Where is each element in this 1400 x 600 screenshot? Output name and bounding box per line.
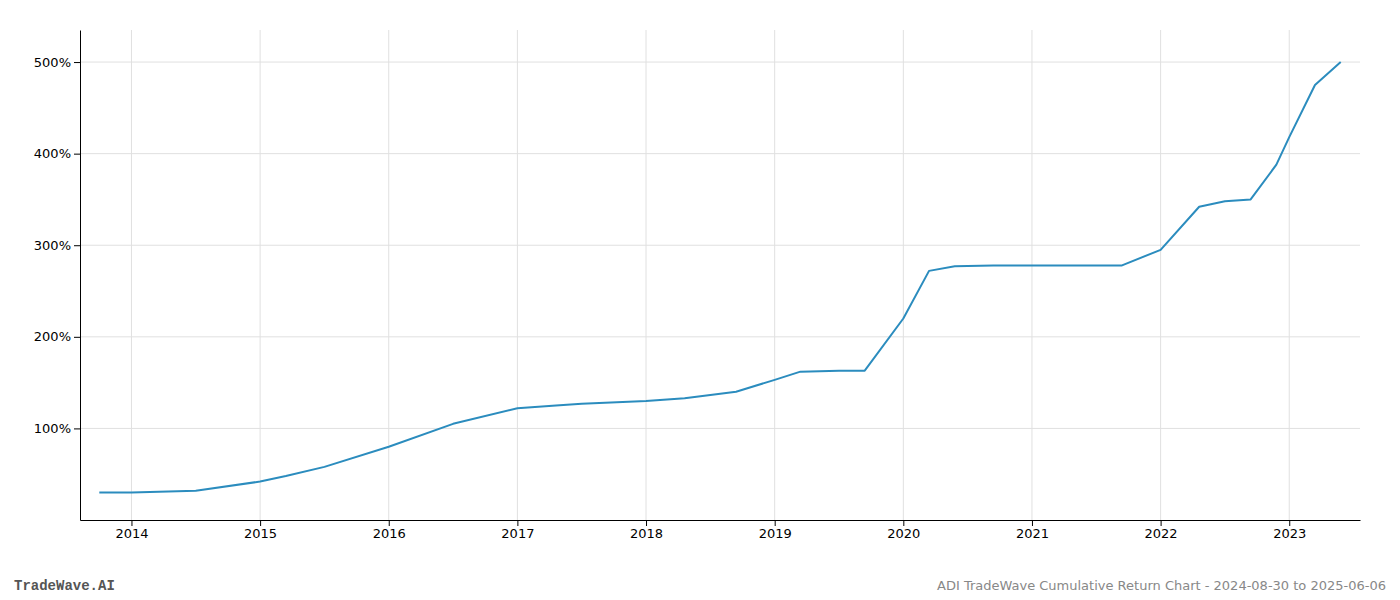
x-tick: 2019 (759, 520, 792, 541)
x-tick-label: 2022 (1145, 526, 1178, 541)
grid (80, 30, 1360, 520)
grid-line-y (80, 336, 1360, 337)
x-tick: 2014 (115, 520, 148, 541)
y-tick-label: 300% (34, 238, 71, 253)
x-tick-mark (646, 520, 647, 526)
x-tick-label: 2019 (759, 526, 792, 541)
grid-line-y (80, 153, 1360, 154)
x-tick-label: 2020 (887, 526, 920, 541)
x-tick: 2022 (1145, 520, 1178, 541)
grid-line-y (80, 245, 1360, 246)
y-tick-mark (74, 245, 80, 246)
x-tick: 2017 (501, 520, 534, 541)
x-tick-label: 2023 (1273, 526, 1306, 541)
y-tick: 100% (34, 421, 80, 436)
x-tick-mark (903, 520, 904, 526)
x-tick-mark (260, 520, 261, 526)
grid-line-x (131, 30, 132, 520)
y-tick-label: 200% (34, 329, 71, 344)
y-tick-mark (74, 337, 80, 338)
marks (99, 62, 1340, 492)
y-tick-mark (74, 154, 80, 155)
plot: 2014 2015 2016 2017 2018 2019 2020 2021 2022 2023… (34, 30, 1361, 541)
grid-line-x (646, 30, 647, 520)
x-tick: 2020 (887, 520, 920, 541)
y-axis-line (80, 31, 81, 521)
x-axis-line (81, 520, 1361, 521)
y-tick: 300% (34, 238, 80, 253)
x-tick: 2021 (1016, 520, 1049, 541)
x-tick: 2015 (244, 520, 277, 541)
y-axis: 100% 200% 300% 400% 500% (34, 31, 81, 521)
x-tick-mark (1161, 520, 1162, 526)
y-tick: 500% (34, 55, 80, 70)
y-tick-label: 400% (34, 146, 71, 161)
y-tick-mark (74, 62, 80, 63)
y-tick-mark (74, 428, 80, 429)
x-tick: 2018 (630, 520, 663, 541)
footer-left: TradeWave.AI (14, 578, 115, 594)
x-tick-mark (775, 520, 776, 526)
line (99, 62, 1340, 492)
x-tick-mark (389, 520, 390, 526)
x-tick: 2023 (1273, 520, 1306, 541)
x-tick-label: 2016 (373, 526, 406, 541)
x-tick-label: 2017 (501, 526, 534, 541)
y-tick: 200% (34, 329, 80, 344)
y-tick-label: 100% (34, 421, 71, 436)
x-tick-mark (1289, 520, 1290, 526)
footer-right: ADI TradeWave Cumulative Return Chart - … (937, 578, 1386, 593)
y-tick: 400% (34, 146, 80, 161)
x-tick-mark (131, 520, 132, 526)
x-tick-mark (517, 520, 518, 526)
grid-line-x (517, 30, 518, 520)
x-tick-label: 2014 (115, 526, 148, 541)
x-tick-label: 2015 (244, 526, 277, 541)
grid-line-x (1289, 30, 1290, 520)
grid-line-x (903, 30, 904, 520)
grid-line-x (774, 30, 775, 520)
x-axis: 2014 2015 2016 2017 2018 2019 2020 2021 2022 2023 (81, 520, 1361, 541)
grid-line-y (80, 62, 1360, 63)
x-tick: 2016 (373, 520, 406, 541)
grid-line-y (80, 428, 1360, 429)
x-tick-mark (1032, 520, 1033, 526)
x-tick-label: 2021 (1016, 526, 1049, 541)
y-tick-label: 500% (34, 55, 71, 70)
grid-line-x (1160, 30, 1161, 520)
x-tick-label: 2018 (630, 526, 663, 541)
grid-line-x (1031, 30, 1032, 520)
grid-line-x (260, 30, 261, 520)
chart: 2014 2015 2016 2017 2018 2019 2020 2021 2022 2023… (0, 0, 1400, 600)
